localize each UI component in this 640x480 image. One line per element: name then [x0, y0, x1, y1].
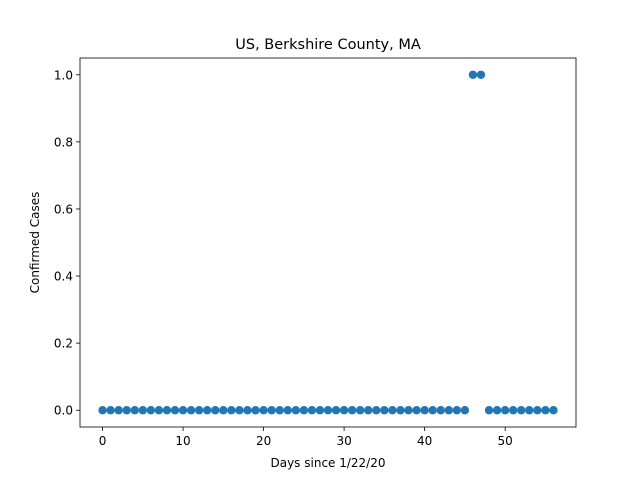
data-point — [372, 406, 381, 415]
y-tick-label: 1.0 — [54, 68, 73, 82]
y-tick-label: 0.8 — [54, 135, 73, 149]
data-point — [299, 406, 309, 415]
data-point — [194, 406, 204, 415]
data-point — [106, 406, 115, 415]
data-point — [315, 406, 325, 415]
data-point — [227, 406, 236, 415]
data-point — [283, 406, 292, 415]
data-point — [323, 406, 333, 415]
data-point — [259, 406, 268, 415]
data-point — [428, 406, 437, 415]
x-tick-label: 10 — [175, 434, 190, 448]
data-point — [412, 406, 421, 415]
data-point — [243, 406, 252, 415]
data-point — [420, 406, 429, 415]
data-point — [356, 406, 365, 415]
data-point — [500, 406, 510, 415]
data-point — [549, 406, 558, 415]
data-point — [388, 406, 397, 415]
data-point — [339, 406, 349, 415]
y-tick-label: 0.4 — [54, 270, 73, 284]
data-point — [484, 406, 494, 415]
data-point — [452, 406, 462, 415]
data-point — [307, 406, 317, 415]
data-point — [492, 406, 502, 415]
data-point — [122, 406, 131, 415]
y-tick-label: 0.6 — [54, 202, 73, 216]
data-point — [98, 406, 107, 415]
data-point — [525, 406, 534, 415]
x-axis-ticks: 0 10 20 30 40 50 — [99, 427, 513, 448]
data-points — [98, 70, 558, 415]
data-point — [364, 406, 373, 415]
x-axis-title: Days since 1/22/20 — [270, 456, 385, 470]
data-point — [508, 406, 518, 415]
data-point — [146, 406, 156, 415]
y-axis-ticks: 0.0 0.2 0.4 0.6 0.8 1.0 — [54, 68, 80, 418]
data-point — [396, 406, 405, 415]
data-point — [436, 406, 445, 415]
data-point — [380, 406, 389, 415]
data-point — [468, 70, 478, 79]
data-point — [460, 406, 470, 415]
data-point — [114, 406, 123, 415]
x-tick-label: 30 — [336, 434, 351, 448]
x-tick-label: 20 — [256, 434, 271, 448]
data-point — [444, 406, 453, 415]
chart-title: US, Berkshire County, MA — [235, 37, 421, 53]
data-point — [291, 406, 300, 415]
data-point — [275, 406, 284, 415]
x-tick-label: 50 — [498, 434, 513, 448]
data-point — [251, 406, 260, 415]
data-point — [154, 406, 164, 415]
data-point — [331, 406, 341, 415]
data-point — [162, 406, 172, 415]
data-point — [533, 406, 542, 415]
y-axis-title: Confirmed Cases — [28, 192, 42, 294]
data-point — [267, 406, 276, 415]
data-point — [211, 406, 220, 415]
data-point — [541, 406, 550, 415]
y-tick-label: 0.0 — [54, 404, 73, 418]
data-point — [219, 406, 228, 415]
data-point — [235, 406, 244, 415]
data-point — [347, 406, 357, 415]
data-point — [186, 406, 196, 415]
y-tick-label: 0.2 — [54, 337, 73, 351]
data-point — [517, 406, 526, 415]
x-tick-label: 0 — [99, 434, 107, 448]
data-point — [203, 406, 212, 415]
data-point — [404, 406, 413, 415]
data-point — [130, 406, 139, 415]
data-point — [170, 406, 180, 415]
data-point — [178, 406, 188, 415]
plot-frame — [79, 57, 577, 428]
data-point — [138, 406, 148, 415]
x-tick-label: 40 — [417, 434, 432, 448]
data-point — [476, 70, 486, 79]
